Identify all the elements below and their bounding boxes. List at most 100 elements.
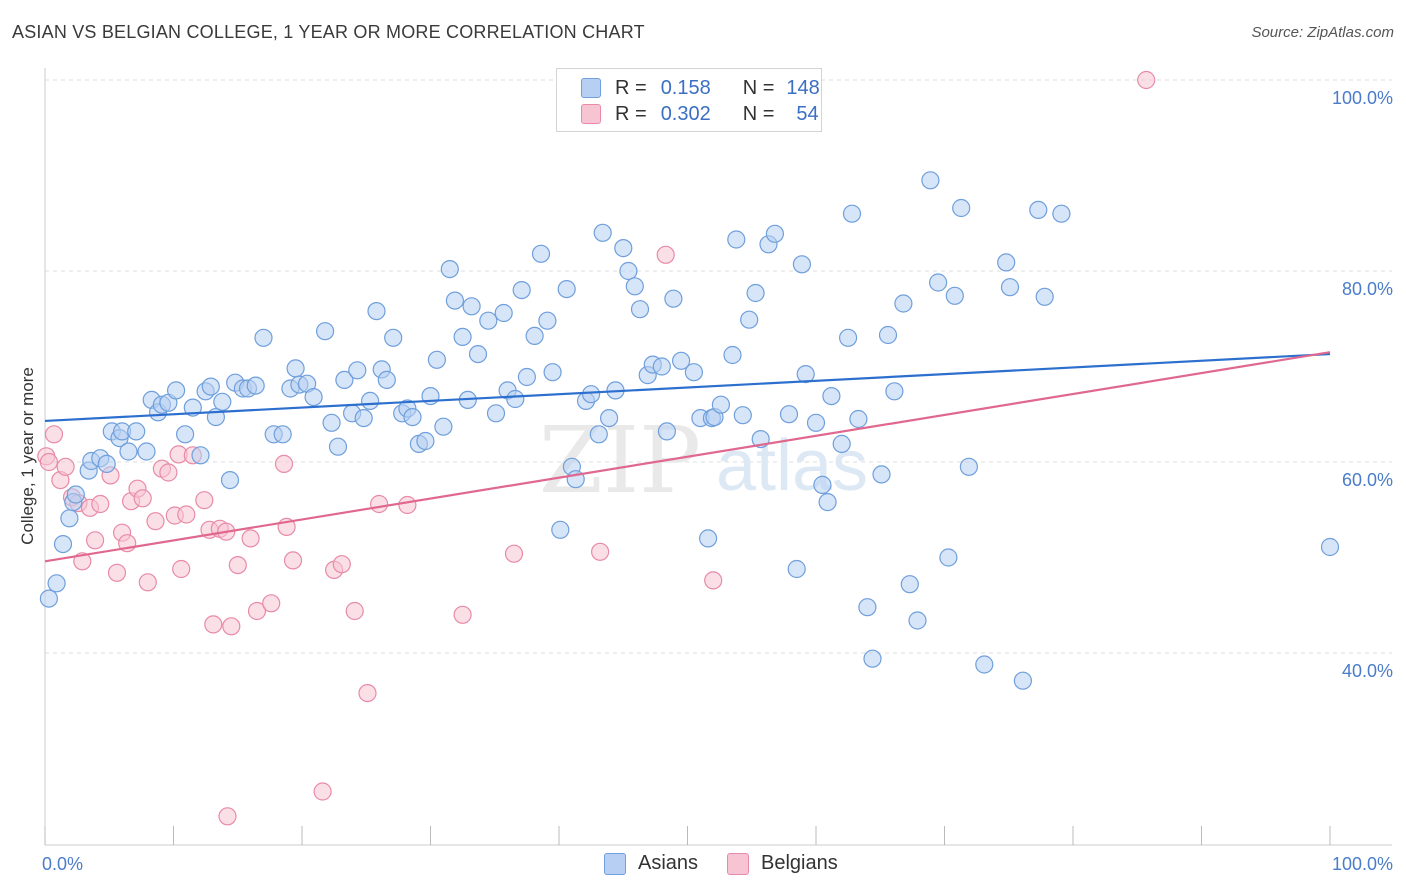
asian-point <box>377 370 396 389</box>
belgian-point <box>91 494 110 514</box>
trendlines <box>44 351 1331 563</box>
asian-point <box>361 391 380 410</box>
asian-point <box>849 409 868 429</box>
belgian-point <box>398 495 417 515</box>
asian-point <box>322 413 341 432</box>
y-tick-label: 80.0% <box>1342 279 1393 299</box>
y-tick-label: 60.0% <box>1342 470 1393 490</box>
asian-point <box>494 303 513 323</box>
asian-point <box>434 417 453 436</box>
belgian-point <box>146 512 165 531</box>
belgian-point <box>204 615 223 634</box>
asian-point <box>506 389 525 409</box>
asian-point <box>975 655 994 674</box>
x-tick-label-max: 100.0% <box>1332 854 1393 874</box>
asian-point <box>286 359 305 378</box>
y-tick-label: 40.0% <box>1342 661 1393 681</box>
asian-point <box>367 302 386 321</box>
asian-point <box>531 244 551 263</box>
legend-item-belgians: Belgians <box>727 852 838 875</box>
asian-point <box>878 325 898 345</box>
asian-point <box>213 392 232 411</box>
belgian-point <box>218 807 237 826</box>
belgian-point <box>44 425 64 444</box>
asian-point <box>348 361 367 380</box>
asian-point <box>872 465 891 484</box>
n-value: 148 <box>786 76 820 99</box>
asian-point <box>818 493 837 512</box>
asian-point <box>354 409 373 428</box>
asian-point <box>928 273 948 292</box>
tick-labels: 40.0% 60.0% 80.0% 100.0% 0.0% 100.0% <box>42 88 1393 874</box>
n-label: N = <box>742 76 775 99</box>
asian-point <box>1035 287 1054 306</box>
asian-points <box>39 171 1340 690</box>
asian-point <box>47 574 66 593</box>
asian-point <box>328 437 348 456</box>
asian-point <box>813 475 832 494</box>
asian-point <box>842 204 862 223</box>
belgian-point <box>656 245 675 264</box>
asian-point <box>1013 671 1033 690</box>
asian-point <box>486 404 506 423</box>
asian-point <box>468 345 488 364</box>
asian-point <box>723 345 742 365</box>
belgian-point <box>241 529 260 548</box>
legend-row-belgians: R = 0.302 N = 54 <box>581 102 819 126</box>
asian-point <box>97 454 116 473</box>
asian-point <box>684 363 704 382</box>
belgian-point <box>247 601 267 621</box>
asian-point <box>664 289 683 308</box>
belgian-point <box>504 544 524 563</box>
asian-point <box>779 405 799 424</box>
n-value: 54 <box>796 102 819 125</box>
asian-point <box>921 171 940 190</box>
asian-point <box>939 548 958 567</box>
n-label: N = <box>742 102 775 125</box>
y-axis-label: College, 1 year or more <box>18 367 37 545</box>
asian-point <box>894 294 913 313</box>
belgian-point <box>56 457 75 476</box>
asian-point <box>652 357 671 376</box>
legend-row-asians: R = 0.158 N = 148 <box>581 76 820 100</box>
asian-point <box>304 388 323 407</box>
asian-point <box>908 611 927 630</box>
asian-point <box>959 457 979 476</box>
asian-point <box>517 367 537 387</box>
asian-point <box>335 370 354 389</box>
chart-title: ASIAN VS BELGIAN COLLEGE, 1 YEAR OR MORE… <box>12 22 645 42</box>
belgians-legend-label: Belgians <box>761 852 838 874</box>
asian-point <box>53 534 73 554</box>
asian-point <box>453 327 472 346</box>
asian-point <box>727 230 746 249</box>
y-tick-label: 100.0% <box>1332 88 1393 108</box>
series-legend: Asians Belgians <box>0 852 1406 878</box>
source-credit: Source: ZipAtlas.com <box>1251 24 1394 41</box>
asian-point <box>945 286 964 305</box>
asian-point <box>440 260 459 279</box>
asian-point <box>512 281 531 300</box>
asian-point <box>66 485 85 504</box>
asian-point <box>246 376 265 395</box>
x-tick-label-min: 0.0% <box>42 854 83 874</box>
belgian-point <box>332 555 351 574</box>
belgian-point <box>453 605 472 624</box>
belgian-point <box>345 601 364 621</box>
asian-point <box>581 385 601 404</box>
asian-point <box>1000 278 1020 297</box>
asian-point <box>746 283 765 303</box>
asian-point <box>538 311 557 330</box>
belgian-point <box>228 555 247 575</box>
asian-point <box>885 382 904 401</box>
asian-point <box>1029 200 1048 219</box>
asian-point <box>220 471 240 490</box>
asian-point <box>201 377 220 396</box>
r-value: 0.158 <box>660 76 711 99</box>
belgians-swatch <box>581 104 601 124</box>
r-label: R = <box>615 102 647 125</box>
belgian-point <box>274 454 294 473</box>
belgian-point <box>159 463 178 482</box>
asian-point <box>119 442 138 461</box>
asian-point <box>557 280 576 299</box>
asian-point <box>614 239 633 258</box>
